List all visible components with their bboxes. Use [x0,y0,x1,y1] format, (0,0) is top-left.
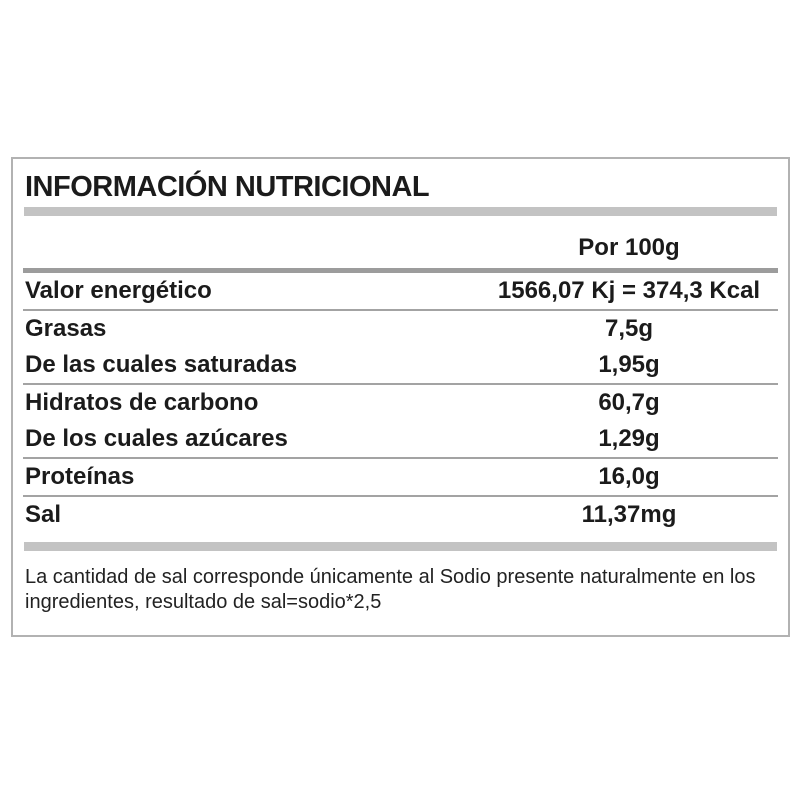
row-protein: Proteínas 16,0g [22,459,779,495]
separator-bar-bottom [24,542,777,551]
row-divider [23,383,778,385]
nutrient-name: Valor energético [25,277,212,304]
row-divider [23,309,778,311]
column-header-row: Por 100g [22,216,779,268]
footnote-line-1: La cantidad de sal corresponde únicament… [25,566,756,588]
row-energy: Valor energético 1566,07 Kj = 374,3 Kcal [22,273,779,309]
nutrient-name: De los cuales azúcares [25,425,288,452]
row-divider [23,495,778,497]
nutrient-name: Grasas [25,315,107,342]
nutrient-value: 1566,07 Kj = 374,3 Kcal [497,277,761,304]
nutrient-value: 1,95g [598,351,660,378]
row-sugars: De los cuales azúcares 1,29g [22,421,779,457]
nutrient-value: 11,37mg [581,501,677,528]
column-header-per-100g: Por 100g [578,234,680,261]
nutrient-name: Proteínas [25,463,135,490]
separator-bar-top [24,207,777,216]
row-salt: Sal 11,37mg [22,497,779,533]
row-fat: Grasas 7,5g [22,311,779,347]
nutrient-name: Hidratos de carbono [25,389,259,416]
nutrient-value: 60,7g [598,389,660,416]
nutrient-name: De las cuales saturadas [25,351,298,378]
header-divider [23,268,778,273]
label-title: INFORMACIÓN NUTRICIONAL [25,171,430,203]
row-carbohydrates: Hidratos de carbono 60,7g [22,385,779,421]
nutrition-label: INFORMACIÓN NUTRICIONAL Por 100g Valor e… [11,157,790,637]
footnote-line-2: ingredientes, resultado de sal=sodio*2,5 [25,591,382,613]
nutrient-value: 16,0g [598,463,660,490]
nutrient-value: 7,5g [604,315,654,342]
row-saturated-fat: De las cuales saturadas 1,95g [22,347,779,383]
nutrient-value: 1,29g [598,425,660,452]
row-divider [23,457,778,459]
nutrient-name: Sal [25,501,62,528]
footnote: La cantidad de sal corresponde únicament… [22,565,779,615]
